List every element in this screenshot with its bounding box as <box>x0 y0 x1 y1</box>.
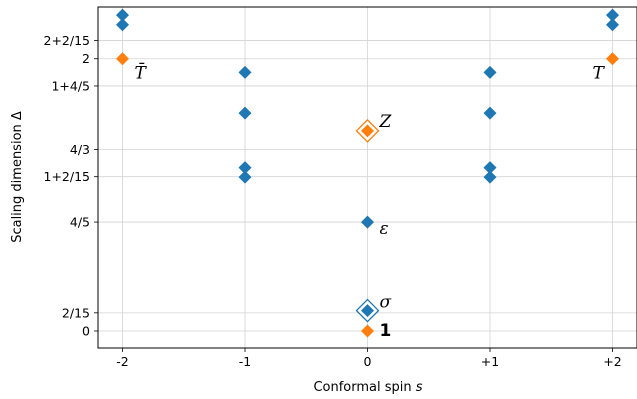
x-axis-label-variable: s <box>416 380 423 395</box>
blue-data-point <box>361 215 374 229</box>
x-tick-label: +1 <box>481 354 499 369</box>
point-annotation: Z <box>379 112 393 132</box>
point-annotation: ε <box>380 219 389 239</box>
blue-data-point <box>483 170 497 184</box>
blue-data-point <box>116 8 129 22</box>
ticks: -2 -1 0 +1 +2 0 2/15 4/5 1+2/15 4/3 1+4/5 2 2+2/15 <box>44 33 622 369</box>
blue-data-point <box>361 304 374 318</box>
point-annotation: σ <box>380 293 392 313</box>
x-tick-label: 0 <box>364 354 372 369</box>
blue-data-point <box>483 106 497 120</box>
blue-data-point <box>483 65 497 79</box>
x-tick-label: -1 <box>239 354 251 369</box>
blue-data-point <box>483 161 497 175</box>
y-tick-label: 4/3 <box>70 142 90 157</box>
blue-data-point <box>606 8 619 22</box>
grid <box>98 7 637 348</box>
orange-data-point <box>116 52 129 66</box>
x-axis-label: Conformal spin s <box>313 380 422 395</box>
y-tick-label: 1+4/5 <box>51 78 90 93</box>
blue-data-point <box>606 18 619 32</box>
x-tick-label: -2 <box>116 354 128 369</box>
point-annotation: T̄ <box>135 62 148 84</box>
point-annotation: T <box>593 64 606 84</box>
point-annotation: 1 <box>380 321 392 341</box>
y-tick-label: 2/15 <box>62 305 90 320</box>
orange-data-point <box>361 124 374 138</box>
blue-data-point <box>116 18 129 32</box>
annotations: T̄ T Zε σ 1 <box>135 62 606 341</box>
y-tick-label: 0 <box>82 323 90 338</box>
blue-data-point <box>238 161 252 175</box>
blue-data-point <box>238 106 252 120</box>
orange-data-point <box>361 324 374 338</box>
y-tick-label: 2 <box>82 51 90 66</box>
data-points <box>116 8 619 338</box>
y-tick-label: 1+2/15 <box>44 169 91 184</box>
blue-data-point <box>238 65 252 79</box>
blue-data-point <box>238 170 252 184</box>
y-axis-label: Scaling dimension Δ <box>10 111 25 243</box>
orange-data-point <box>606 52 619 66</box>
y-tick-label: 4/5 <box>70 215 90 230</box>
y-tick-label: 2+2/15 <box>44 33 91 48</box>
x-tick-label: +2 <box>603 354 621 369</box>
